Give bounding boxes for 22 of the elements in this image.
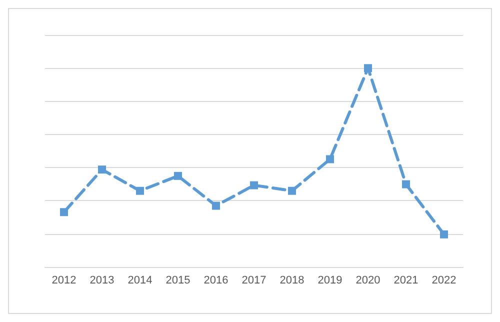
x-tick-label: 2017 <box>242 274 266 286</box>
x-tick-label: 2022 <box>432 274 456 286</box>
x-tick-label: 2020 <box>356 274 380 286</box>
point <box>136 186 144 195</box>
point <box>174 172 182 180</box>
point <box>440 230 448 238</box>
x-tick-label: 2014 <box>128 274 152 286</box>
point <box>60 208 68 216</box>
x-tick-label: 2016 <box>204 274 228 286</box>
x-tick-label: 2015 <box>166 274 190 286</box>
point <box>402 180 410 188</box>
x-tick-label: 2013 <box>90 274 114 286</box>
x-tick-label: 2018 <box>280 274 304 286</box>
point <box>364 64 372 72</box>
x-tick-label: 2021 <box>394 274 418 286</box>
point <box>98 166 106 174</box>
x-tick-label: 2019 <box>318 274 342 286</box>
point <box>212 202 220 210</box>
x-tick-label: 2012 <box>52 274 76 286</box>
point <box>326 155 334 164</box>
point <box>288 186 296 195</box>
point <box>250 181 258 190</box>
